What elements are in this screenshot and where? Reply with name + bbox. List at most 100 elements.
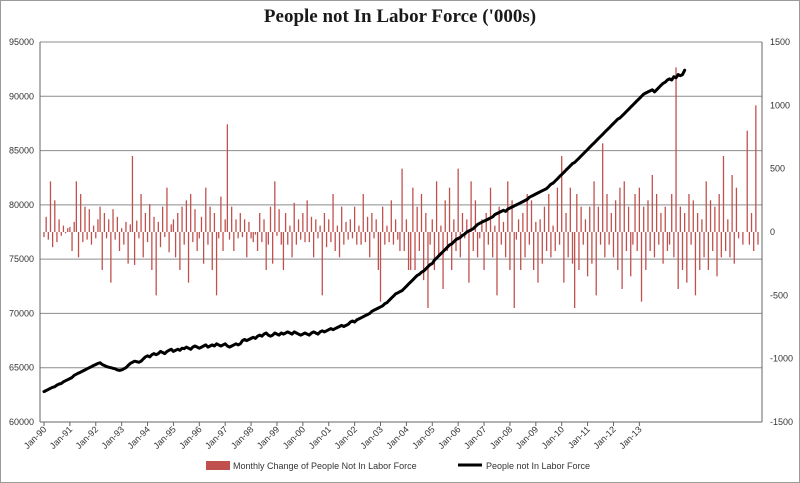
bar — [161, 206, 164, 232]
bar — [127, 232, 129, 264]
y-left-tick-label: 85000 — [9, 146, 34, 156]
bar — [526, 194, 528, 232]
x-tick-label: Jan-97 — [203, 424, 230, 451]
bar — [172, 219, 175, 232]
bar — [690, 232, 692, 245]
x-tick-label: Jan-95 — [151, 424, 178, 451]
bar — [237, 232, 239, 239]
bar — [56, 232, 58, 243]
bar — [280, 232, 282, 245]
bar — [228, 232, 231, 240]
bar — [263, 219, 265, 232]
y-left-tick-label: 70000 — [9, 308, 34, 318]
bar — [416, 206, 418, 232]
bar — [282, 232, 285, 270]
bar — [369, 232, 371, 258]
bar — [256, 232, 259, 251]
bar — [140, 194, 142, 232]
bar — [192, 232, 194, 243]
bar — [146, 232, 149, 243]
bar — [332, 194, 334, 232]
bar — [300, 232, 302, 240]
bar — [248, 221, 250, 232]
bar — [284, 213, 287, 232]
chart-title: People not In Labor Force ('000s) — [263, 6, 537, 27]
bar — [157, 221, 159, 232]
bar — [118, 232, 121, 251]
y-left-tick-label: 95000 — [9, 37, 34, 47]
bar — [103, 213, 106, 232]
bar — [569, 187, 571, 232]
bar — [414, 232, 416, 270]
y-left-tick-label: 80000 — [9, 200, 34, 210]
bar — [699, 232, 701, 270]
bar — [224, 219, 226, 232]
legend: Monthly Change of People Not In Labor Fo… — [206, 461, 590, 471]
bar — [677, 232, 679, 289]
bar — [265, 232, 267, 270]
bar — [425, 213, 427, 232]
bar — [250, 232, 252, 239]
bar — [483, 232, 485, 270]
bar — [403, 232, 405, 251]
x-tick-label: Jan-09 — [514, 424, 541, 451]
bar — [243, 219, 246, 232]
bar — [384, 232, 386, 245]
bar — [623, 181, 625, 232]
bar — [418, 232, 420, 251]
bar — [533, 232, 535, 270]
bar — [129, 224, 131, 232]
bar — [459, 232, 461, 258]
bar — [755, 105, 757, 232]
bar — [278, 209, 280, 232]
bar — [556, 187, 559, 232]
bar — [233, 232, 235, 251]
bar — [474, 200, 477, 232]
bar — [196, 232, 198, 251]
bar — [753, 232, 755, 251]
bar — [379, 232, 382, 302]
bar — [692, 200, 694, 232]
bar — [315, 219, 317, 232]
bar — [485, 213, 487, 232]
bar — [205, 187, 207, 232]
bar — [105, 232, 108, 239]
bar — [489, 187, 492, 232]
bar — [190, 194, 192, 232]
bar — [394, 219, 397, 232]
bar — [308, 232, 310, 243]
x-tick-label: Jan-91 — [48, 424, 75, 451]
bar — [673, 232, 675, 258]
bar — [399, 232, 401, 251]
bar — [401, 168, 403, 232]
legend-label-bar: Monthly Change of People Not In Labor Fo… — [233, 461, 417, 471]
bar — [390, 200, 392, 232]
bar — [599, 232, 602, 245]
bar — [530, 200, 533, 232]
x-tick-label: Jan-02 — [332, 424, 359, 451]
x-tick-label: Jan-94 — [125, 424, 152, 451]
bar — [75, 181, 78, 232]
bar — [737, 232, 740, 239]
bar — [330, 232, 332, 243]
bar — [627, 206, 630, 232]
bar — [595, 232, 597, 296]
x-tick-label: Jan-99 — [255, 424, 282, 451]
bar — [636, 232, 638, 251]
bar — [304, 232, 306, 243]
bar — [552, 225, 554, 232]
gridlines — [40, 41, 762, 423]
y-right-tick-label: 0 — [770, 227, 775, 237]
x-tick-label: Jan-92 — [74, 424, 101, 451]
bar — [95, 232, 97, 239]
bar — [541, 232, 543, 264]
bar — [215, 232, 218, 296]
bar — [218, 232, 220, 239]
bar — [448, 187, 451, 232]
bar — [51, 232, 54, 248]
x-tick-label: Jan-90 — [22, 424, 49, 451]
bar — [209, 206, 211, 232]
bar — [576, 194, 578, 232]
bar — [220, 196, 222, 232]
bar — [722, 156, 725, 232]
